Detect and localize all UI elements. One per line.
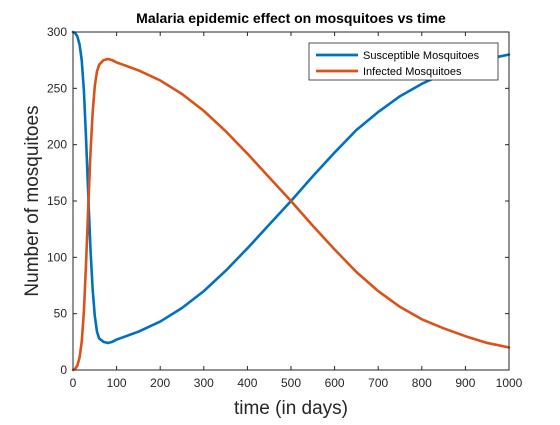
x-tick-label: 100 bbox=[107, 376, 127, 390]
x-tick-label: 0 bbox=[70, 376, 77, 390]
legend-label-susceptible: Susceptible Mosquitoes bbox=[363, 50, 480, 62]
legend-label-infected: Infected Mosquitoes bbox=[363, 66, 462, 78]
y-tick-label: 100 bbox=[47, 250, 67, 264]
y-tick-label: 0 bbox=[60, 363, 67, 377]
x-tick-label: 600 bbox=[325, 376, 345, 390]
x-axis-label: time (in days) bbox=[234, 398, 348, 419]
x-tick-label: 800 bbox=[412, 376, 432, 390]
legend: Susceptible Mosquitoes Infected Mosquito… bbox=[308, 42, 499, 81]
y-axis-ticks: 0 50 100 150 200 250 300 bbox=[47, 25, 509, 377]
y-tick-label: 300 bbox=[47, 25, 67, 39]
x-tick-label: 200 bbox=[150, 376, 170, 390]
x-tick-label: 400 bbox=[237, 376, 257, 390]
y-tick-label: 50 bbox=[54, 307, 68, 321]
x-tick-label: 500 bbox=[281, 376, 301, 390]
y-tick-label: 250 bbox=[47, 81, 67, 95]
series-line-susceptible bbox=[71, 30, 511, 345]
y-tick-label: 150 bbox=[47, 194, 67, 208]
y-tick-label: 200 bbox=[47, 138, 67, 152]
x-tick-label: 700 bbox=[368, 376, 388, 390]
x-tick-label: 900 bbox=[455, 376, 475, 390]
legend-box bbox=[308, 42, 499, 81]
series-line-infected bbox=[71, 57, 511, 372]
x-axis-ticks: 0 100 200 300 400 500 600 700 800 900 1000 bbox=[70, 32, 523, 390]
chart-title: Malaria epidemic effect on mosquitoes vs… bbox=[136, 10, 446, 26]
x-tick-label: 300 bbox=[194, 376, 214, 390]
x-tick-label: 1000 bbox=[496, 376, 523, 390]
y-axis-label: Number of mosquitoes bbox=[22, 105, 43, 296]
series-layer bbox=[71, 30, 511, 372]
